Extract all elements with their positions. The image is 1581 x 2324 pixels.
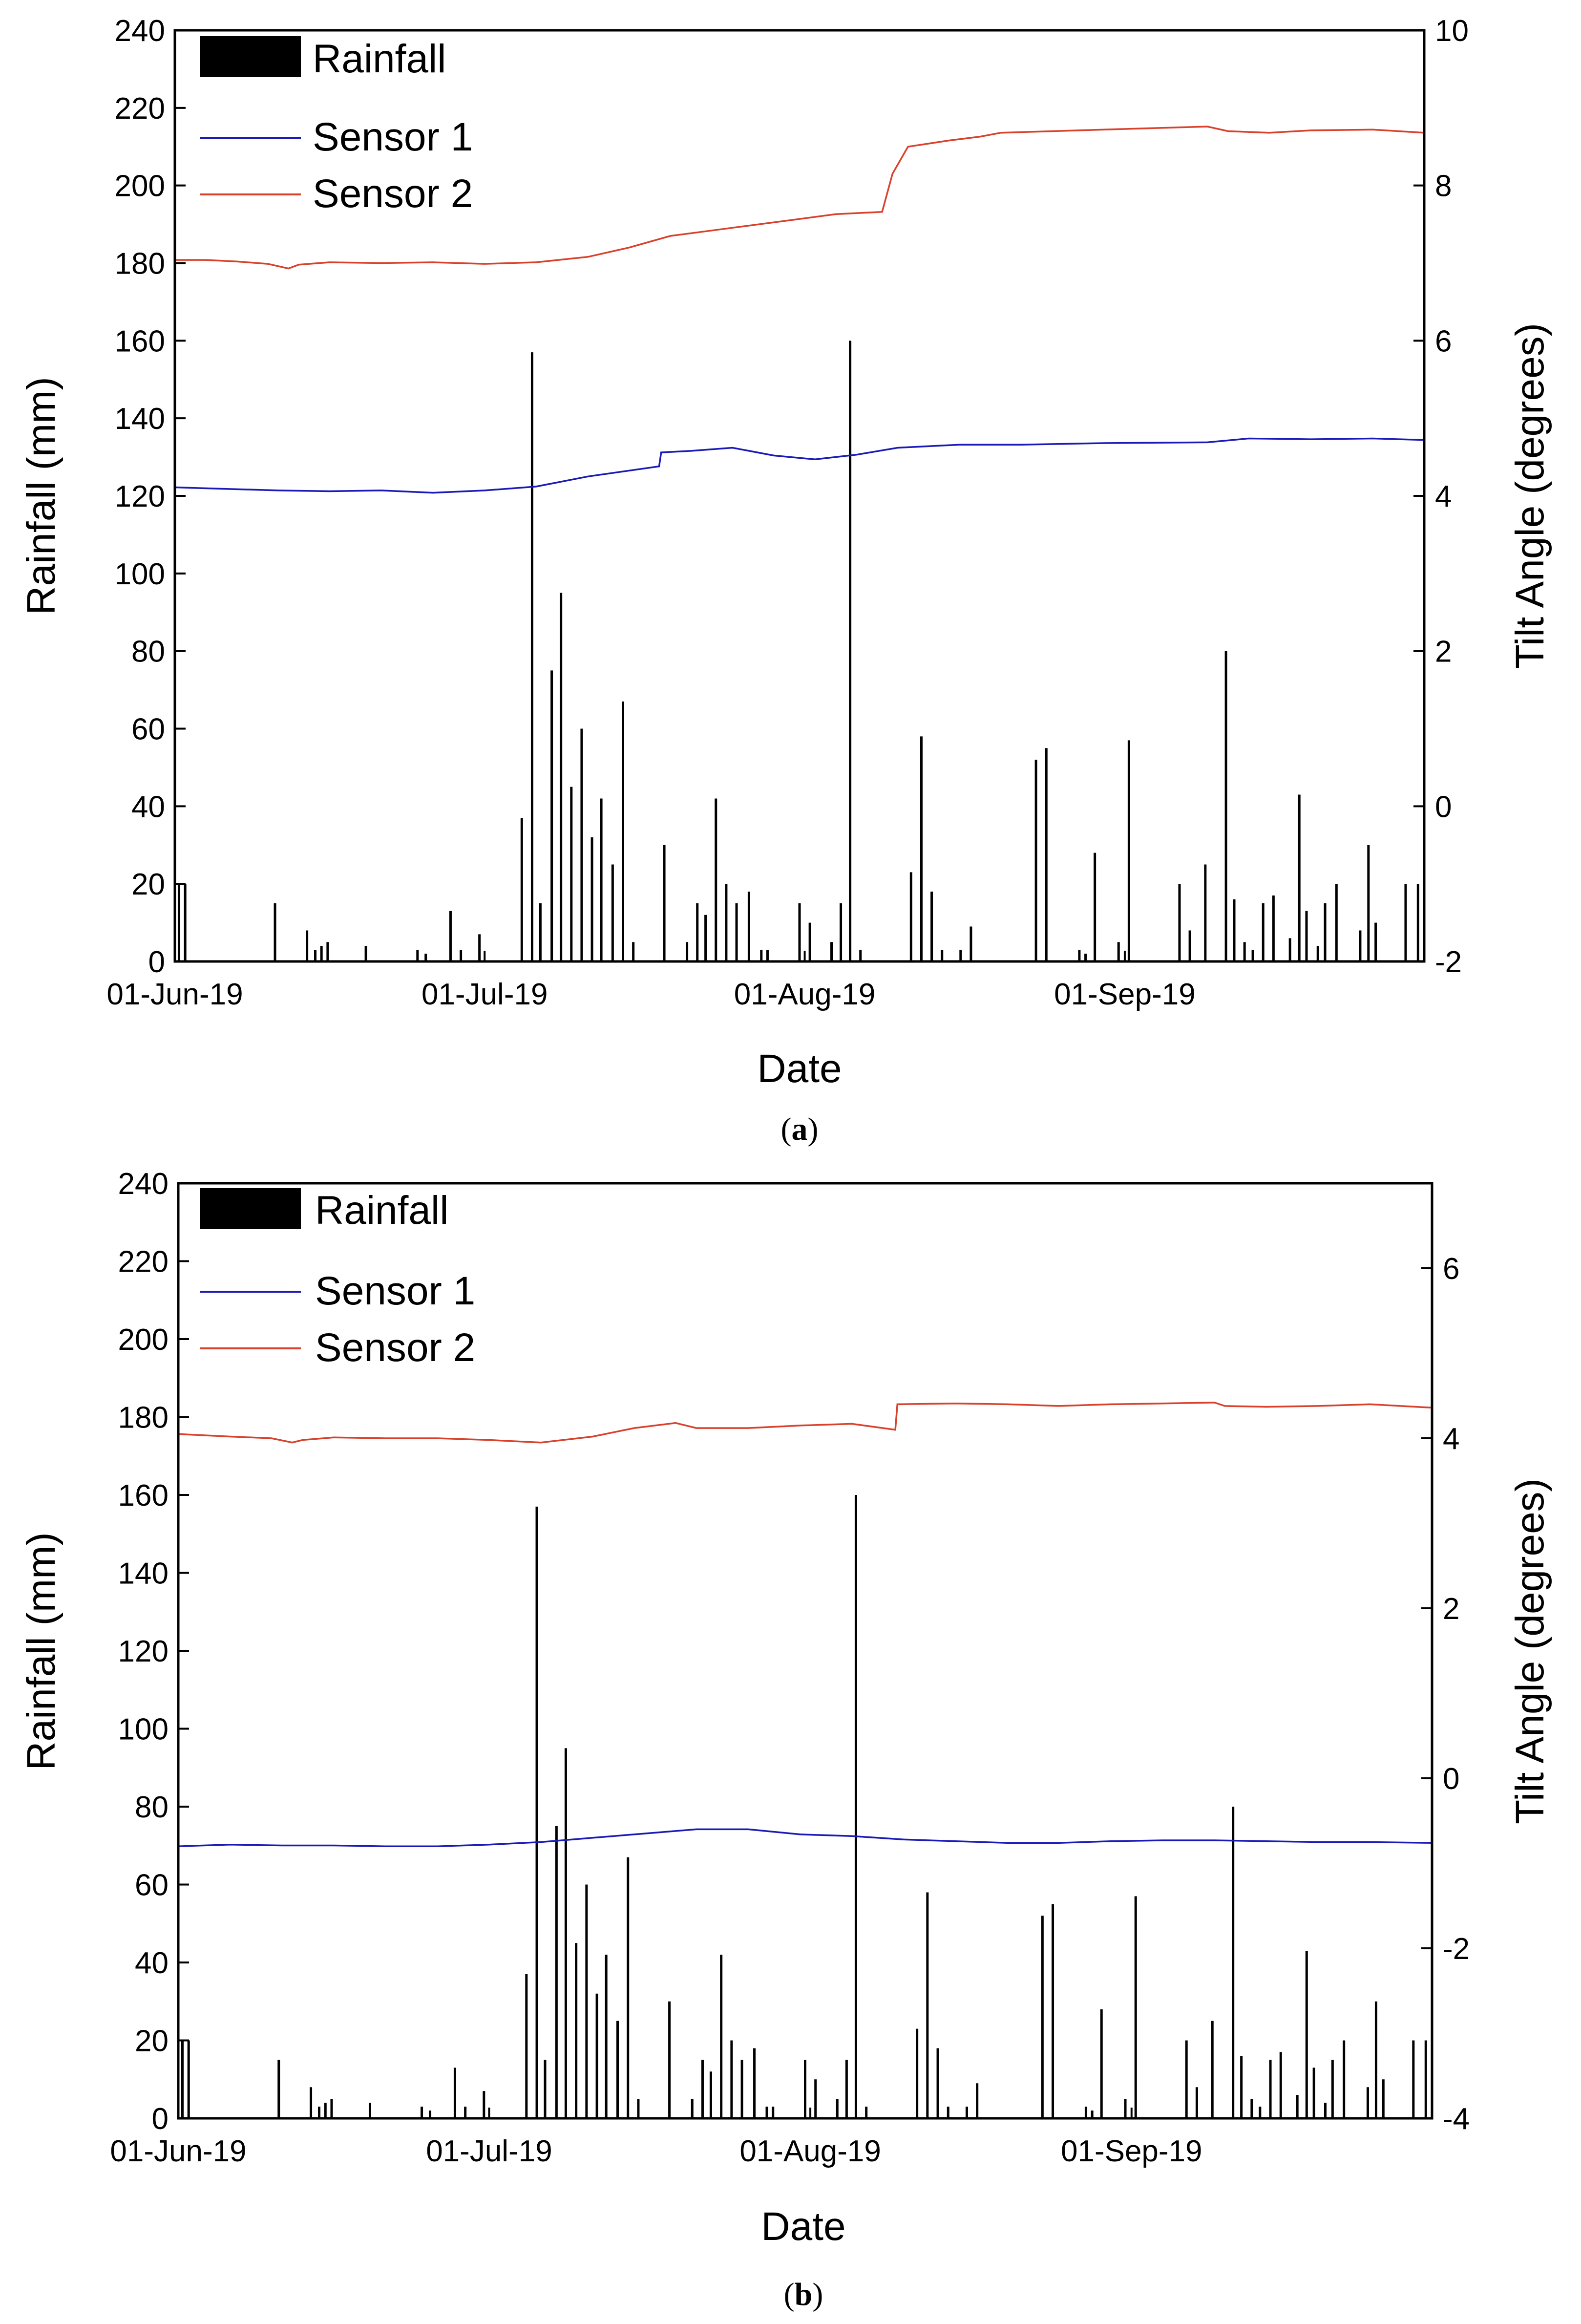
- x-tick-label: 01-Jul-19: [426, 2134, 552, 2168]
- left-tick-label: 140: [115, 402, 165, 436]
- legend-rainfall-swatch: [200, 1188, 301, 1229]
- right-axis-title: Tilt Angle (degrees): [1508, 323, 1552, 669]
- x-tick-label: 01-Aug-19: [734, 978, 876, 1011]
- right-axis-title: Tilt Angle (degrees): [1508, 1478, 1552, 1824]
- legend: Rainfall Sensor 1 Sensor 2: [200, 36, 473, 216]
- plot-frame: [177, 1182, 1433, 2120]
- left-tick-label: 20: [135, 2025, 169, 2058]
- sensor-2-line: [175, 126, 1425, 270]
- left-tick-label: 140: [118, 1557, 169, 1591]
- x-tick-label: 01-Sep-19: [1054, 978, 1196, 1011]
- left-tick-label: 180: [115, 247, 165, 281]
- left-tick-label: 120: [118, 1635, 169, 1668]
- panel-caption: (b): [784, 2277, 823, 2312]
- right-tick-label: -2: [1435, 945, 1462, 979]
- legend-sensor-2-label: Sensor 2: [313, 171, 473, 216]
- left-tick-label: 240: [115, 14, 165, 48]
- left-axis-ticks: 0 20 40 60 80 100 120 140 160 180 200 220 240: [115, 14, 186, 979]
- legend: Rainfall Sensor 1 Sensor 2: [200, 1188, 475, 1370]
- x-tick-label: 01-Jun-19: [110, 2134, 246, 2168]
- left-tick-label: 80: [135, 1791, 169, 1824]
- left-tick-label: 100: [118, 1713, 169, 1747]
- panel-a: 0 20 40 60 80 100 120 140 160 180 200 220 240 -2 0 2 4 6…: [19, 14, 1552, 1147]
- panel-caption-letter: b: [795, 2277, 813, 2312]
- rainfall-bars: [177, 341, 1419, 961]
- left-tick-label: 0: [152, 2102, 169, 2136]
- x-tick-label: 01-Jun-19: [106, 978, 243, 1011]
- right-tick-label: 6: [1435, 324, 1452, 358]
- x-axis-ticks: 01-Jun-19 01-Jul-19 01-Aug-19 01-Sep-19: [106, 951, 1196, 1011]
- left-tick-label: 20: [131, 868, 165, 901]
- right-tick-label: 4: [1443, 1422, 1459, 1456]
- left-tick-label: 200: [115, 170, 165, 203]
- legend-sensor-2-label: Sensor 2: [315, 1325, 475, 1370]
- left-tick-label: 160: [118, 1479, 169, 1513]
- x-axis-ticks: 01-Jun-19 01-Jul-19 01-Aug-19 01-Sep-19: [110, 2108, 1202, 2168]
- left-tick-label: 240: [118, 1167, 169, 1201]
- left-tick-label: 60: [131, 713, 165, 746]
- left-tick-label: 180: [118, 1401, 169, 1435]
- right-tick-label: 0: [1443, 1762, 1459, 1796]
- panel-b: 0 20 40 60 80 100 120 140 160 180 200 220 240 -4 -2 0 2…: [19, 1167, 1552, 2312]
- right-tick-label: 2: [1443, 1592, 1459, 1626]
- x-axis-title: Date: [757, 1046, 842, 1091]
- right-tick-label: 8: [1435, 170, 1452, 203]
- left-tick-label: 100: [115, 557, 165, 591]
- legend-rainfall-label: Rainfall: [315, 1188, 448, 1233]
- rainfall-bars: [181, 1495, 1427, 2118]
- x-axis-title: Date: [761, 2204, 845, 2249]
- left-tick-label: 0: [148, 945, 165, 979]
- sensor-1-line: [178, 1828, 1433, 1847]
- right-axis-ticks: -2 0 2 4 6 8 10: [1413, 14, 1469, 979]
- legend-rainfall-label: Rainfall: [313, 37, 446, 81]
- left-tick-label: 40: [131, 790, 165, 824]
- x-tick-label: 01-Aug-19: [739, 2134, 881, 2168]
- left-tick-label: 220: [118, 1245, 169, 1279]
- legend-sensor-1-label: Sensor 1: [313, 115, 473, 159]
- legend-sensor-1-label: Sensor 1: [315, 1269, 475, 1313]
- panel-caption: (a): [781, 1111, 819, 1147]
- left-tick-label: 120: [115, 480, 165, 513]
- legend-rainfall-swatch: [200, 36, 301, 77]
- left-axis-title: Rainfall (mm): [19, 1532, 63, 1770]
- left-axis-ticks: 0 20 40 60 80 100 120 140 160 180 200 220 240: [118, 1167, 189, 2136]
- panel-caption-letter: a: [792, 1111, 808, 1147]
- right-tick-label: 2: [1435, 635, 1452, 669]
- plot-frame: [173, 29, 1426, 963]
- right-tick-label: 4: [1435, 480, 1452, 513]
- right-axis-ticks: -4 -2 0 2 4 6: [1421, 1252, 1470, 2136]
- sensor-1-line: [174, 437, 1425, 494]
- left-tick-label: 40: [135, 1946, 169, 1980]
- right-tick-label: 10: [1435, 14, 1469, 48]
- x-tick-label: 01-Jul-19: [422, 978, 548, 1011]
- right-tick-label: 0: [1435, 790, 1452, 824]
- left-tick-label: 80: [131, 635, 165, 669]
- sensor-2-line: [178, 1402, 1433, 1444]
- right-tick-label: -2: [1443, 1932, 1470, 1966]
- right-tick-label: 6: [1443, 1252, 1459, 1286]
- left-tick-label: 220: [115, 92, 165, 126]
- left-tick-label: 200: [118, 1323, 169, 1357]
- left-tick-label: 160: [115, 324, 165, 358]
- left-axis-title: Rainfall (mm): [19, 377, 63, 615]
- left-tick-label: 60: [135, 1869, 169, 1902]
- right-tick-label: -4: [1443, 2102, 1470, 2136]
- x-tick-label: 01-Sep-19: [1061, 2134, 1202, 2168]
